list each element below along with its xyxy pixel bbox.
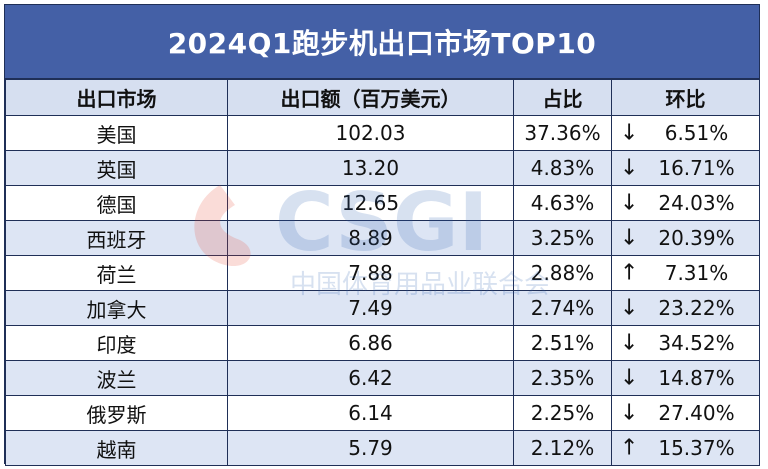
trend-arrow-icon: ↓ [620,365,639,391]
cell-share: 2.12% [513,430,612,466]
trend-arrow-icon: ↓ [620,295,639,321]
cell-market: 西班牙 [5,220,228,256]
change-value: 15.37% [658,436,735,460]
table-row: 荷兰 7.88 2.88% ↑ 7.31% [5,255,760,291]
change-value: 16.71% [658,156,735,180]
table-title: 2024Q1跑步机出口市场TOP10 [5,5,759,79]
cell-market: 印度 [5,325,228,361]
cell-amount: 12.65 [227,185,514,221]
header-share: 占比 [513,79,612,116]
cell-share: 2.25% [513,395,612,431]
header-market: 出口市场 [5,79,228,116]
cell-share: 2.51% [513,325,612,361]
cell-change: ↓ 24.03% [611,185,760,221]
cell-market: 荷兰 [5,255,228,291]
change-value: 27.40% [658,401,735,425]
trend-arrow-icon: ↑ [620,260,639,286]
cell-amount: 6.42 [227,360,514,396]
table-container: 2024Q1跑步机出口市场TOP10 出口市场 出口额（百万美元） 占比 环比 … [4,4,760,466]
cell-share: 2.88% [513,255,612,291]
cell-share: 2.74% [513,290,612,326]
change-value: 7.31% [664,261,729,285]
cell-market: 德国 [5,185,228,221]
cell-market: 英国 [5,150,228,186]
cell-share: 4.83% [513,150,612,186]
table-row: 英国 13.20 4.83% ↓ 16.71% [5,150,760,186]
table-row: 西班牙 8.89 3.25% ↓ 20.39% [5,220,760,256]
cell-market: 加拿大 [5,290,228,326]
cell-amount: 5.79 [227,430,514,466]
cell-amount: 6.14 [227,395,514,431]
trend-arrow-icon: ↑ [620,435,639,461]
trend-arrow-icon: ↓ [620,225,639,251]
header-change: 环比 [611,79,760,116]
cell-amount: 13.20 [227,150,514,186]
trend-arrow-icon: ↓ [620,190,639,216]
cell-amount: 8.89 [227,220,514,256]
change-value: 23.22% [658,296,735,320]
table-row: 越南 5.79 2.12% ↑ 15.37% [5,430,760,466]
change-value: 20.39% [658,226,735,250]
cell-market: 波兰 [5,360,228,396]
table-row: 波兰 6.42 2.35% ↓ 14.87% [5,360,760,396]
cell-share: 4.63% [513,185,612,221]
header-amount: 出口额（百万美元） [227,79,514,116]
table-row: 德国 12.65 4.63% ↓ 24.03% [5,185,760,221]
cell-change: ↑ 15.37% [611,430,760,466]
header-row: 出口市场 出口额（百万美元） 占比 环比 [5,79,760,116]
cell-change: ↓ 14.87% [611,360,760,396]
cell-amount: 102.03 [227,115,514,151]
cell-change: ↑ 7.31% [611,255,760,291]
cell-change: ↓ 23.22% [611,290,760,326]
table-row: 俄罗斯 6.14 2.25% ↓ 27.40% [5,395,760,431]
change-value: 6.51% [664,121,729,145]
trend-arrow-icon: ↓ [620,155,639,181]
trend-arrow-icon: ↓ [620,400,639,426]
trend-arrow-icon: ↓ [620,120,639,146]
cell-amount: 6.86 [227,325,514,361]
cell-change: ↓ 27.40% [611,395,760,431]
cell-market: 俄罗斯 [5,395,228,431]
cell-change: ↓ 6.51% [611,115,760,151]
cell-change: ↓ 34.52% [611,325,760,361]
change-value: 34.52% [658,331,735,355]
cell-market: 美国 [5,115,228,151]
export-market-table: 出口市场 出口额（百万美元） 占比 环比 美国 102.03 37.36% ↓ 6.51… [5,79,760,466]
cell-amount: 7.49 [227,290,514,326]
cell-market: 越南 [5,430,228,466]
cell-share: 3.25% [513,220,612,256]
cell-share: 37.36% [513,115,612,151]
table-row: 美国 102.03 37.36% ↓ 6.51% [5,115,760,151]
table-row: 加拿大 7.49 2.74% ↓ 23.22% [5,290,760,326]
change-value: 14.87% [658,366,735,390]
cell-amount: 7.88 [227,255,514,291]
change-value: 24.03% [658,191,735,215]
cell-share: 2.35% [513,360,612,396]
cell-change: ↓ 16.71% [611,150,760,186]
table-row: 印度 6.86 2.51% ↓ 34.52% [5,325,760,361]
cell-change: ↓ 20.39% [611,220,760,256]
trend-arrow-icon: ↓ [620,330,639,356]
